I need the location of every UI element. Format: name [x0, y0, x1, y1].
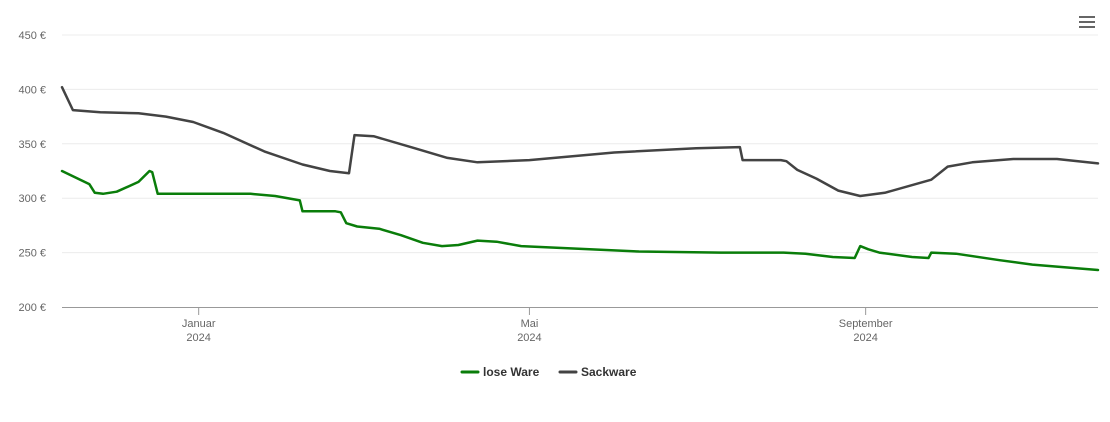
legend[interactable]: lose Ware Sackware	[460, 365, 637, 379]
x-tick-year: 2024	[517, 332, 541, 344]
legend-item[interactable]: Sackware	[558, 365, 637, 379]
x-tick-year: 2024	[853, 332, 877, 344]
y-tick-label: 350 €	[18, 139, 46, 151]
y-tick-label: 450 €	[18, 30, 46, 42]
y-tick-label: 300 €	[18, 193, 46, 205]
x-tick-year: 2024	[186, 332, 210, 344]
legend-label: Sackware	[581, 365, 637, 379]
legend-item[interactable]: lose Ware	[460, 365, 540, 379]
series-line-sackware[interactable]	[60, 85, 1100, 198]
series-lines	[60, 85, 1100, 272]
y-tick-label: 250 €	[18, 248, 46, 260]
x-tick-label: Mai	[521, 318, 539, 330]
grid-lines	[62, 34, 1098, 254]
x-tick-label: September	[839, 318, 893, 330]
legend-label: lose Ware	[483, 365, 540, 379]
y-tick-label: 200 €	[18, 302, 46, 314]
x-axis: Januar 2024 Mai 2024 September 2024	[62, 307, 1098, 344]
x-tick-label: Januar	[182, 318, 216, 330]
y-tick-label: 400 €	[18, 84, 46, 96]
hamburger-menu-icon[interactable]	[1072, 8, 1102, 36]
series-line-lose-ware[interactable]	[60, 169, 1100, 272]
y-axis: 200 € 250 € 300 € 350 € 400 € 450 €	[18, 30, 46, 314]
